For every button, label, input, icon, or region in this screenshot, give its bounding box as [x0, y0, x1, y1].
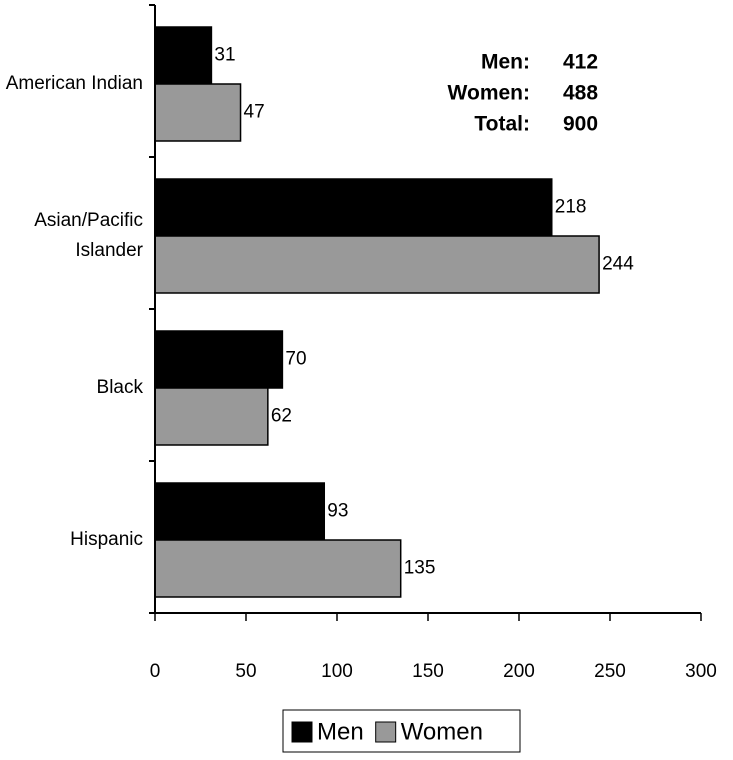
value-label: 244	[602, 254, 634, 275]
value-label: 93	[327, 501, 348, 522]
bar	[154, 482, 326, 541]
legend-box	[282, 709, 521, 753]
bar	[154, 235, 600, 294]
y-tick-label: Asian/Pacific Islander	[34, 210, 143, 261]
annotation-label: Men:	[481, 51, 530, 74]
annotation-value: 488	[563, 82, 598, 105]
bar	[154, 83, 242, 142]
y-tick-label: American Indian	[6, 73, 143, 94]
bar	[154, 26, 213, 85]
value-label: 47	[244, 102, 265, 123]
value-label: 218	[555, 197, 587, 218]
y-tick-label: Hispanic	[70, 529, 143, 550]
x-tick-label: 250	[594, 661, 626, 682]
x-tick-label: 150	[412, 661, 444, 682]
annotation-label: Total:	[474, 113, 530, 136]
bar	[154, 178, 553, 237]
value-label: 62	[271, 406, 292, 427]
legend-swatch	[375, 721, 397, 743]
legend-swatch	[291, 721, 313, 743]
legend-label: Men	[317, 718, 364, 745]
value-label: 70	[285, 349, 306, 370]
bar	[154, 387, 269, 446]
bar	[154, 330, 284, 389]
x-tick-label: 300	[685, 661, 717, 682]
x-tick-label: 0	[150, 661, 161, 682]
x-tick-label: 50	[235, 661, 256, 682]
y-tick-label: Black	[97, 377, 144, 398]
value-label: 31	[214, 45, 235, 66]
value-label: 135	[404, 558, 436, 579]
annotation-value: 900	[563, 113, 598, 136]
bar	[154, 539, 402, 598]
x-tick-label: 200	[503, 661, 535, 682]
annotation-label: Women:	[448, 82, 530, 105]
annotation-value: 412	[563, 51, 598, 74]
x-tick-label: 100	[321, 661, 353, 682]
legend-label: Women	[401, 718, 483, 745]
